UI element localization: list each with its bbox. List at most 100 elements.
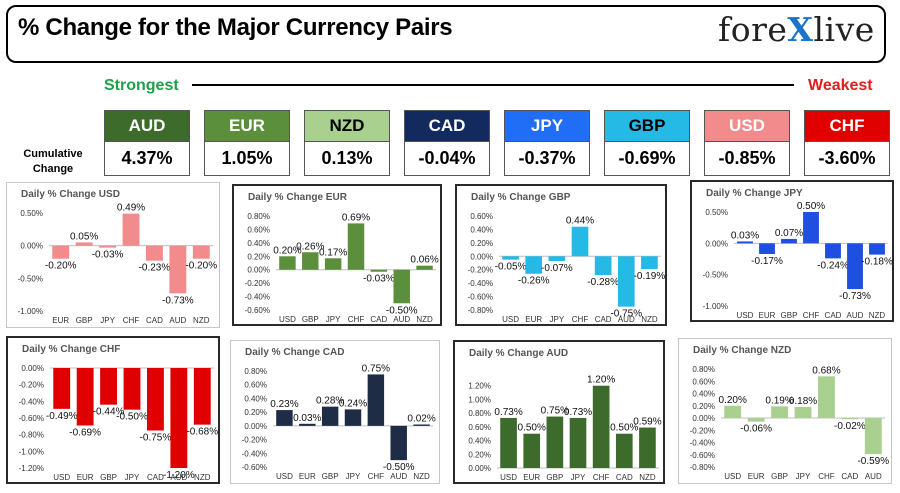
y-tick-label: -0.60%: [690, 451, 715, 460]
y-tick-label: -0.60%: [468, 293, 493, 302]
bar-jpy: [569, 417, 587, 468]
y-tick-label: -0.60%: [245, 306, 270, 315]
bar-aud: [169, 245, 187, 294]
y-tick-label: -0.40%: [690, 439, 715, 448]
currency-code-cad: CAD: [404, 110, 490, 142]
data-label-nzd: 0.59%: [633, 417, 661, 428]
data-label-chf: 1.20%: [587, 375, 615, 386]
currency-code-usd: USD: [704, 110, 790, 142]
chart-svg-aud: Daily % Change AUD1.20%1.00%0.80%0.60%0.…: [468, 348, 661, 482]
y-tick-label: 0.00%: [247, 266, 270, 275]
bar-gbp: [546, 416, 564, 468]
chart-svg-nzd: Daily % Change NZD 0.80% 0.60% 0.40% 0.20% 0.…: [690, 345, 890, 481]
currency-cumulative-value-chf: -3.60%: [804, 142, 890, 176]
data-label-usd: 0.73%: [494, 407, 522, 418]
strongest-label: Strongest: [104, 77, 179, 94]
data-label-gbp: 0.05%: [70, 231, 98, 242]
bar-aud: [170, 368, 188, 468]
x-tick-label-eur: EUR: [523, 473, 540, 482]
chart-title: Daily % Change GBP: [471, 192, 571, 203]
chart-svg-eur: Daily % Change EUR0.80%0.60%0.40%0.20%0.…: [245, 192, 439, 324]
data-label-cad: 0.50%: [610, 423, 638, 434]
bar-nzd: [193, 368, 211, 425]
x-tick-label-cad: CAD: [616, 473, 633, 482]
currency-cumulative-value-usd: -0.85%: [704, 142, 790, 176]
data-label-chf: 0.49%: [117, 203, 145, 214]
y-tick-label: 0.00%: [244, 422, 267, 431]
bar-chf: [817, 376, 835, 418]
y-tick-label: -0.80%: [19, 431, 44, 440]
x-tick-label-usd: USD: [737, 311, 754, 320]
currency-code-aud: AUD: [104, 110, 190, 142]
currency-cumulative-value-cad: -0.04%: [404, 142, 490, 176]
x-tick-label-aud: AUD: [618, 315, 635, 324]
x-tick-label-gbp: GBP: [76, 316, 93, 325]
bar-gbp: [302, 252, 319, 270]
bar-cad: [841, 418, 859, 420]
bar-cad: [825, 243, 841, 259]
y-tick-label: 0.40%: [247, 239, 270, 248]
currency-code-jpy: JPY: [504, 110, 590, 142]
bar-cad: [146, 368, 164, 431]
forexlive-logo: foreXlive: [718, 10, 875, 49]
x-tick-label-usd: USD: [276, 472, 293, 481]
bar-usd: [279, 256, 296, 270]
chart-title: Daily % Change JPY: [706, 188, 803, 199]
bar-gbp: [75, 242, 93, 246]
x-tick-label-gbp: GBP: [771, 472, 788, 481]
data-label-usd: -0.49%: [46, 411, 78, 422]
data-label-chf: 0.69%: [342, 212, 370, 223]
x-tick-label-chf: CHF: [818, 472, 835, 481]
y-tick-label: 0.00%: [692, 414, 715, 423]
cumulative-label-line2: Change: [32, 163, 74, 175]
x-tick-label-eur: EUR: [77, 473, 94, 482]
x-tick-label-cad: CAD: [370, 315, 387, 324]
y-tick-label: 0.80%: [247, 212, 270, 221]
bar-usd: [737, 241, 753, 244]
daily-change-chart-aud: Daily % Change AUD 1.20% 1.00% 0.80% 0.60% 0.…: [453, 340, 665, 484]
y-tick-label: -0.40%: [19, 397, 44, 406]
data-label-usd: -0.05%: [495, 262, 527, 273]
bar-chf: [367, 374, 385, 426]
x-tick-label-nzd: NZD: [869, 311, 886, 320]
data-label-gbp: 0.07%: [775, 228, 803, 239]
bar-eur: [52, 245, 70, 259]
bar-cad: [615, 433, 633, 468]
bar-chf: [592, 385, 610, 468]
currency-code-nzd: NZD: [304, 110, 390, 142]
bar-nzd: [641, 256, 658, 270]
y-tick-label: 0.60%: [247, 225, 270, 234]
chart-svg-usd: Daily % Change USD 0.50% 0.00% -0.50% -1.00%…: [18, 189, 218, 325]
data-label-aud: -0.73%: [839, 291, 871, 302]
bar-jpy: [324, 258, 342, 270]
y-tick-label: 0.50%: [705, 208, 728, 217]
bar-aud: [847, 243, 863, 290]
x-tick-label-chf: CHF: [593, 473, 610, 482]
x-tick-label-jpy: JPY: [550, 315, 565, 324]
y-tick-label: 0.60%: [244, 381, 267, 390]
y-tick-label: -0.50%: [703, 271, 728, 280]
currency-cumulative-value-eur: 1.05%: [204, 142, 290, 176]
x-tick-label-jpy: JPY: [796, 472, 811, 481]
data-label-gbp: 0.26%: [296, 241, 324, 252]
data-label-chf: 0.50%: [797, 201, 825, 212]
currency-cumulative-value-jpy: -0.37%: [504, 142, 590, 176]
x-tick-label-aud: AUD: [393, 315, 410, 324]
strength-divider-line: [192, 84, 794, 86]
x-tick-label-gbp: GBP: [302, 315, 319, 324]
y-tick-label: -1.20%: [19, 464, 44, 473]
bar-eur: [525, 256, 543, 274]
chart-title: Daily % Change AUD: [469, 348, 568, 359]
x-tick-label-usd: USD: [502, 315, 519, 324]
bar-usd: [276, 410, 293, 426]
y-tick-label: -0.80%: [690, 463, 715, 472]
bar-jpy: [123, 368, 141, 410]
data-label-nzd: -0.68%: [186, 427, 218, 438]
bar-usd: [53, 368, 71, 409]
logo-x-mark: X: [787, 10, 814, 49]
y-tick-label: 0.20%: [470, 239, 493, 248]
y-tick-label: -0.60%: [242, 463, 267, 472]
bar-usd: [724, 405, 742, 418]
x-tick-label-gbp: GBP: [781, 311, 798, 320]
bar-cad: [145, 245, 163, 261]
